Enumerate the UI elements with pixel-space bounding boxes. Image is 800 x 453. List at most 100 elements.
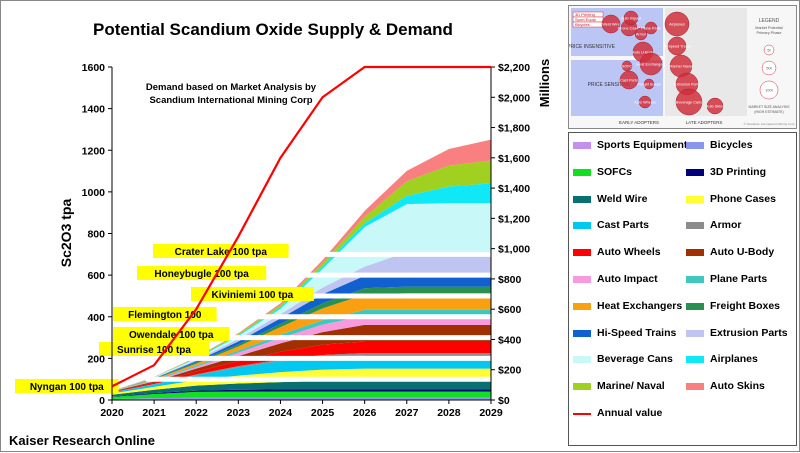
supply-label-5: Kiviniemi 100 tpa: [212, 290, 294, 301]
legend-swatch: [573, 276, 591, 283]
supply-label-bg-2: [99, 342, 209, 356]
bubble-label-auto-impact: Auto Impact: [621, 17, 642, 21]
legend-swatch: [573, 249, 591, 257]
bubble-label-auto-wheels: Auto Wheels: [634, 101, 656, 105]
legend-swatch: [686, 329, 704, 337]
x-tick-label: 2021: [142, 407, 166, 419]
annual-value-line: [111, 65, 491, 388]
supply-demand-chart: Potential Scandium Oxide Supply & Demand…: [9, 20, 552, 448]
inset-credit: © Scandium International Mining Corp: [744, 122, 795, 126]
bubble-label-plane-parts: Plane Parts: [641, 27, 661, 31]
bubble-auto-impact: [623, 10, 639, 26]
bubble-auto-wheels: [638, 95, 652, 109]
legend: Sports Equipment Bicycles SOFCs 3D Printing…: [568, 132, 797, 446]
inset-legend-note-2: (HIGH ESTIMATE): [754, 110, 783, 114]
bubble-armor: [634, 27, 648, 41]
area-weld-wire: [112, 381, 491, 397]
bubble-label-auto-u-body: Auto U-Body: [632, 51, 654, 55]
legend-swatch: [686, 356, 704, 364]
inset-legend-bubble: [759, 80, 779, 100]
legend-swatch: [573, 302, 591, 310]
legend-label: Auto Impact: [597, 273, 658, 285]
legend-label: Armor: [710, 219, 742, 232]
bubble-label-freight-boxes: Freight Boxes: [637, 83, 661, 87]
area-marine-naval: [112, 160, 491, 391]
bubble-heat-exchangers: [639, 52, 663, 76]
legend-swatch: [573, 329, 591, 337]
supply-bars: Nyngan 100 tpa Sunrise 100 tpa Owendale 10…: [15, 244, 491, 393]
bubble-weld-wire: [601, 14, 621, 34]
legend-swatch: [573, 142, 591, 149]
area-hi-speed-trains: [112, 272, 491, 391]
x-tick-label: 2022: [185, 407, 209, 419]
inset-legend-bubble: [761, 60, 777, 76]
area-auto-wheels: [112, 341, 491, 393]
analysis-note: Demand based on Market Analysis by Scandi…: [146, 82, 317, 106]
area-phone-cases: [112, 368, 491, 395]
legend-swatch: [573, 168, 591, 176]
supply-label-3: Owendale 100 tpa: [129, 330, 214, 341]
supply-label-1: Nyngan 100 tpa: [30, 382, 104, 393]
legend-label: Airplanes: [710, 353, 758, 366]
supply-label-bg-7: [153, 244, 289, 258]
bubble-label-beverage-cans: Beverage Cans: [676, 101, 702, 105]
y-tick-label: 1400: [82, 104, 106, 116]
inset-legend-bubble: [763, 44, 775, 56]
area-auto-impact: [112, 315, 491, 392]
legend-label: Heat Exchangers: [597, 299, 683, 312]
y2-tick-label: $600: [498, 304, 522, 316]
legend-swatch: [686, 302, 704, 310]
x-tick-label: 2023: [227, 407, 251, 419]
legend-label: Phone Cases: [710, 192, 776, 205]
y2-tick-label: $0: [498, 395, 510, 407]
y2-tick-label: $1,000: [498, 244, 530, 256]
inset-legend-line-1: Market Potential: [755, 26, 783, 30]
legend-label: Marine/ Naval: [597, 380, 665, 393]
footer-credit: Kaiser Research Online: [9, 433, 155, 448]
bubble-label-sofc: SOFC: [622, 65, 633, 69]
axes: 0 200 400 600 800 1000 1200 1400 1600 $0 $200 $400 $…: [82, 62, 531, 419]
bubble-label-airplanes: Airplanes: [669, 23, 685, 27]
legend-label: Cast Parts: [597, 219, 649, 232]
bubble-label-armor: Armor: [636, 33, 647, 37]
inset-legend-bubble-label: 5t: [767, 49, 771, 53]
y-axis-label: Sc2O3 tpa: [58, 199, 74, 268]
legend-swatch: [573, 413, 591, 415]
legend-label: Auto U-Body: [710, 246, 775, 259]
y-tick-label: 800: [87, 229, 105, 241]
legend-swatch: [686, 168, 704, 176]
legend-swatch: [573, 383, 591, 391]
bubble-label-bicycles: Bicycles: [575, 22, 590, 27]
y2-tick-label: $200: [498, 365, 522, 377]
legend-label: Weld Wire: [597, 192, 648, 205]
bubble-label-weld-wire: Weld Wire: [602, 23, 619, 27]
x-tick-label: 2024: [269, 407, 293, 419]
y2-tick-label: $800: [498, 274, 522, 286]
annual-value-polyline: [111, 65, 491, 388]
legend-swatch: [686, 249, 704, 257]
legend-label: Extrusion Parts: [710, 326, 788, 339]
x-tick-label: 2025: [311, 407, 335, 419]
y2-tick-label: $1,600: [498, 153, 530, 165]
inset-legend-bubble-label: 50t: [766, 67, 772, 71]
y-tick-label: 0: [99, 395, 105, 407]
legend-label: Annual value: [597, 407, 663, 419]
legend-label: Plane Parts: [710, 273, 768, 285]
bubble-label-3d-printing: 3D Printing: [575, 12, 595, 17]
area-auto-skins: [112, 139, 491, 391]
bubble-label-extrusion-parts: Extrusion Parts: [674, 83, 700, 87]
supply-label-4: Flemington 100: [128, 310, 202, 321]
legend-label: Freight Boxes: [710, 299, 781, 312]
y-tick-label: 400: [87, 312, 105, 324]
supply-label-6: Honeybugle 100 tpa: [154, 269, 249, 280]
legend-swatch: [686, 276, 704, 283]
legend-label: Auto Skins: [710, 380, 765, 393]
bubble-cast-parts: [619, 70, 639, 90]
bubble-plane-parts: [644, 21, 658, 35]
legend-label: Sports Equipment: [597, 139, 688, 151]
bubble-freight-boxes: [643, 78, 655, 90]
market-bubble-chart: PRICE INSENSITIVE PRICE SENSITIVE EARLY AD…: [568, 5, 797, 129]
legend-swatch: [686, 142, 704, 149]
x-tick-label: 2027: [395, 407, 419, 419]
